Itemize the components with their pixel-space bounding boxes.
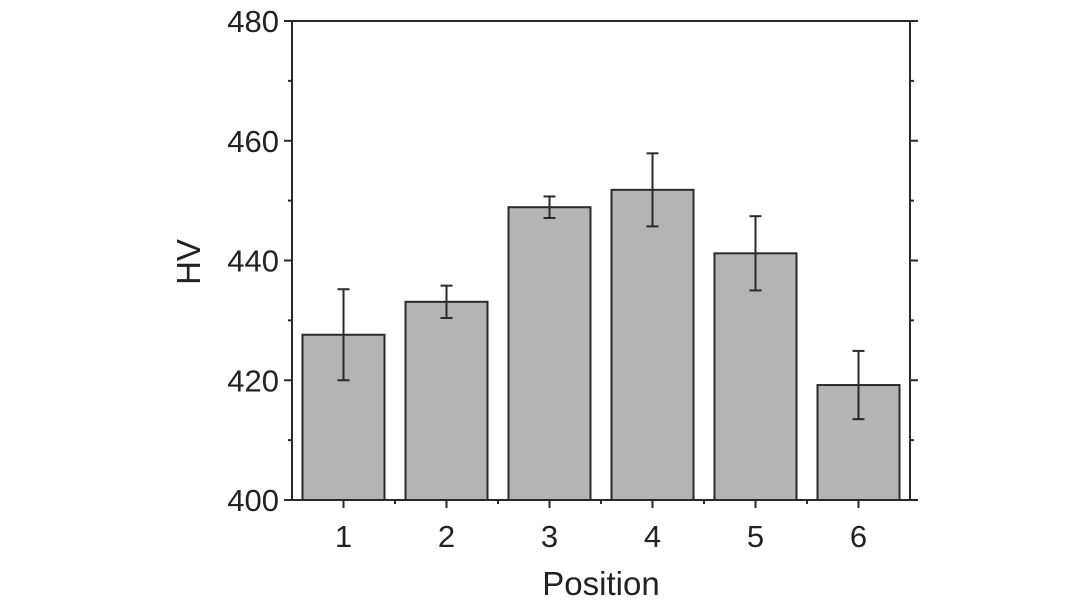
bars: [301, 152, 901, 502]
y-tick-label: 480: [227, 4, 279, 39]
bar-4: [610, 188, 695, 501]
bar-3: [507, 206, 592, 501]
bar-2: [404, 300, 489, 501]
y-tick-label: 460: [227, 124, 279, 159]
x-axis-label: Position: [542, 565, 659, 602]
y-tick-label: 440: [227, 244, 279, 279]
axes: 1 2 3 4 5 6 400 420 440 460 480: [227, 4, 918, 554]
y-axis-label: HV: [170, 239, 207, 285]
y-tick-label: 400: [227, 483, 279, 518]
x-tick-label: 5: [747, 519, 764, 554]
x-tick-label: 2: [438, 519, 455, 554]
x-tick-label: 6: [850, 519, 867, 554]
x-tick-label: 4: [644, 519, 661, 554]
x-tick-label: 3: [541, 519, 558, 554]
x-tick-label: 1: [335, 519, 352, 554]
y-tick-label: 420: [227, 363, 279, 398]
